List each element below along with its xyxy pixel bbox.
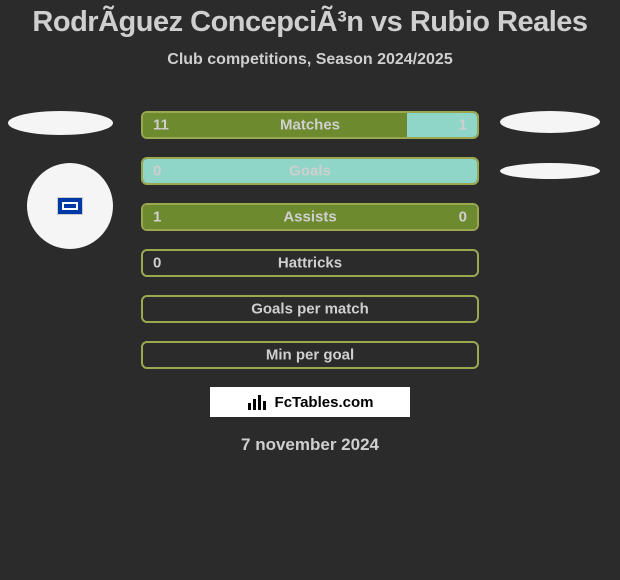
stat-bar-value-left: 0	[153, 163, 161, 180]
stat-bar: 0 Goals	[141, 157, 479, 185]
stat-bar-value-right: 1	[459, 117, 467, 134]
stat-bar-label: Goals per match	[251, 301, 369, 318]
fctables-logo: FcTables.com	[210, 387, 410, 417]
logo-text: FcTables.com	[275, 394, 374, 411]
stat-bar: 111Matches	[141, 111, 479, 139]
date-text: 7 november 2024	[0, 435, 620, 455]
player-right-team-pill	[500, 163, 600, 179]
subtitle: Club competitions, Season 2024/2025	[0, 51, 620, 69]
stat-bar-value-left: 1	[153, 209, 161, 226]
stat-bar-fill-left	[143, 113, 407, 137]
logo-bars-icon	[247, 393, 269, 411]
stat-bar-label: Matches	[280, 117, 340, 134]
stat-bar: Min per goal	[141, 341, 479, 369]
player-left-name-pill	[8, 111, 113, 135]
flag-icon	[57, 197, 83, 215]
stat-bar: Goals per match	[141, 295, 479, 323]
stat-bar: 0 Hattricks	[141, 249, 479, 277]
stat-bars: 111Matches0Goals10Assists0HattricksGoals…	[141, 111, 479, 369]
stat-bar-value-right: 0	[459, 209, 467, 226]
stat-bar-label: Goals	[289, 163, 331, 180]
comparison-content: 111Matches0Goals10Assists0HattricksGoals…	[0, 111, 620, 455]
page-title: RodrÃ­guez ConcepciÃ³n vs Rubio Reales	[0, 0, 620, 39]
stat-bar-label: Assists	[283, 209, 336, 226]
player-right-name-pill	[500, 111, 600, 133]
stat-bar: 1 0 Assists	[141, 203, 479, 231]
stat-bar-value-left: 11	[153, 117, 169, 134]
stat-bar-label: Min per goal	[266, 347, 354, 364]
stat-bar-label: Hattricks	[278, 255, 342, 272]
stat-bar-value-left: 0	[153, 255, 161, 272]
player-left-avatar	[27, 163, 113, 249]
